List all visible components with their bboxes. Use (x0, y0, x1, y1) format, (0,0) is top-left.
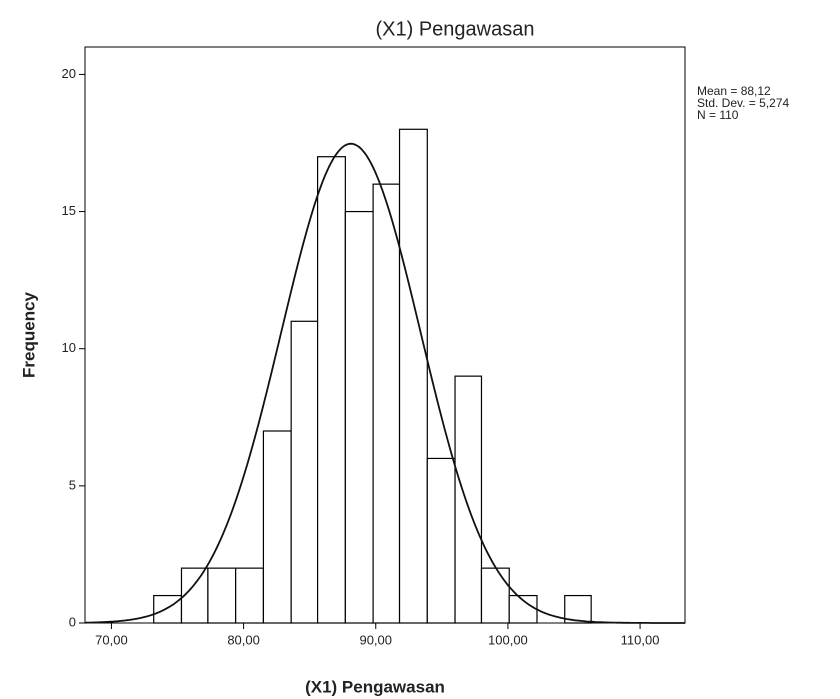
y-tick-label: 0 (69, 614, 76, 629)
normal-curve (84, 142, 685, 624)
stat-label: Mean = 88,12 (697, 84, 771, 98)
y-tick-label: 5 (69, 477, 76, 492)
x-tick-label: 70,00 (95, 632, 128, 647)
x-tick-label: 90,00 (359, 632, 392, 647)
bar (426, 457, 456, 624)
y-tick-label: 10 (62, 340, 76, 355)
bar (207, 567, 237, 624)
stat-label: N = 110 (697, 108, 739, 122)
bar (372, 183, 401, 624)
bar (262, 430, 292, 624)
x-tick-label: 110,00 (621, 632, 660, 647)
bar (316, 156, 346, 624)
chart-title: (X1) Pengawasan (376, 18, 535, 40)
bar (344, 210, 374, 624)
bar (180, 567, 209, 624)
bar (564, 594, 592, 624)
bar (153, 594, 183, 624)
x-axis-title: (X1) Pengawasan (305, 677, 445, 696)
x-tick-label: 100,00 (488, 632, 528, 647)
bar (290, 320, 319, 624)
bar (454, 375, 483, 624)
bar (235, 567, 265, 624)
bar (480, 567, 510, 624)
x-tick-label: 80,00 (227, 632, 260, 647)
y-tick-label: 15 (62, 203, 76, 218)
bar (398, 128, 428, 624)
y-tick-label: 20 (62, 66, 76, 81)
stat-label: Std. Dev. = 5,274 (697, 96, 789, 110)
y-axis-title: Frequency (19, 291, 38, 378)
